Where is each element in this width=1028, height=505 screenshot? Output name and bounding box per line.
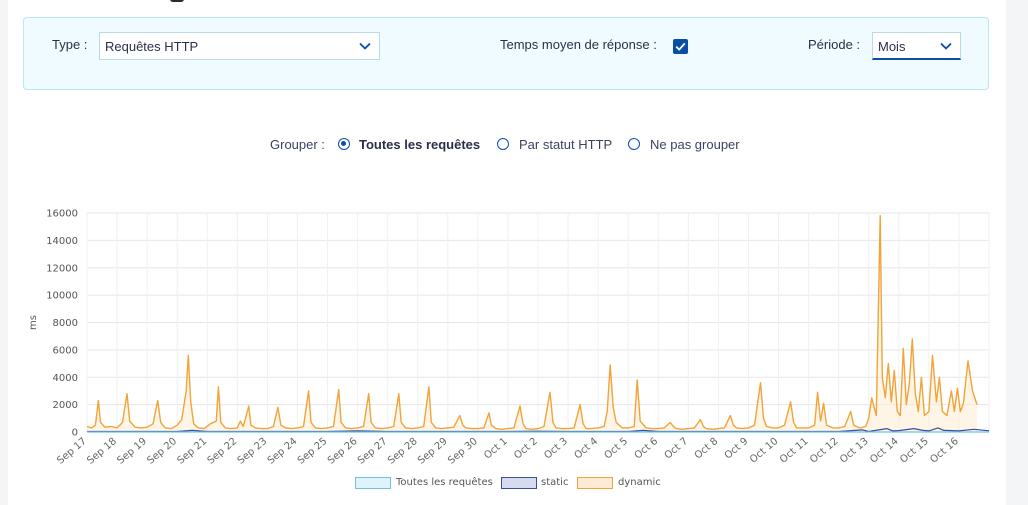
x-tick-label: Oct 10 [748,436,781,465]
chevron-down-icon [940,42,952,50]
x-tick-label: Sep 26 [326,436,360,465]
x-tick-label: Oct 4 [572,436,600,462]
period-label: Période : [808,37,861,52]
x-tick-label: Sep 30 [446,436,480,465]
check-icon [675,42,686,51]
y-tick-label: 0 [72,428,78,439]
chevron-down-icon [359,42,371,50]
x-tick-label: Oct 3 [542,436,570,462]
series-dynamic-line [86,215,978,430]
x-tick-label: Oct 5 [602,436,630,462]
radio-by-http-status[interactable] [497,138,509,150]
x-tick-label: Oct 15 [898,436,931,465]
response-time-chart: 0 2000 4000 6000 8000 10000 12000 14000 16000 Sep… [28,209,990,465]
y-tick-label: 16000 [46,209,78,220]
legend-label-static[interactable]: static [541,477,569,488]
type-select-value: Requêtes HTTP [105,39,199,54]
x-tick-label: Oct 7 [663,436,691,462]
avg-response-label: Temps moyen de réponse : [500,37,657,52]
group-label: Grouper : [270,137,325,152]
y-tick-label: 12000 [46,263,78,274]
legend-label-all[interactable]: Toutes les requêtes [396,477,493,488]
heading-remnant [170,0,184,2]
x-tick-label: Sep 24 [266,436,300,465]
radio-no-grouping[interactable] [628,138,640,150]
y-tick-label: 6000 [53,345,78,356]
x-tick-label: Oct 14 [868,436,901,465]
x-tick-label: Oct 9 [723,436,751,462]
type-label: Type : [52,37,88,52]
legend-swatch-static[interactable] [501,477,537,489]
x-tick-label: Sep 27 [356,436,390,465]
x-tick-label: Oct 12 [808,436,841,465]
group-by-row: Grouper : Toutes les requêtes Par statut… [0,136,1028,156]
period-select-value: Mois [878,39,906,54]
radio-all-requests[interactable] [338,138,350,150]
filter-panel: Type : Requêtes HTTP Temps moyen de répo… [23,17,989,90]
x-tick-label: Oct 13 [838,436,871,465]
x-tick-label: Oct 16 [928,436,961,465]
x-tick-label: Oct 11 [778,436,811,465]
legend-swatch-all[interactable] [355,477,391,489]
x-tick-label: Sep 25 [296,436,330,465]
x-tick-label: Sep 29 [416,436,450,465]
period-select[interactable]: Mois [872,32,961,60]
y-axis-label: ms [28,315,39,330]
x-tick-label: Sep 28 [386,436,420,465]
y-tick-label: 10000 [46,291,78,302]
x-tick-label: Oct 8 [693,436,721,462]
radio-by-http-status-label[interactable]: Par statut HTTP [519,137,613,152]
radio-all-requests-label[interactable]: Toutes les requêtes [359,137,481,152]
x-tick-label: Sep 19 [115,436,149,465]
x-tick-label: Sep 17 [55,436,89,465]
x-tick-label: Oct 6 [633,436,661,462]
x-tick-label: Oct 1 [482,436,510,462]
x-tick-label: Sep 20 [145,436,179,465]
series-dynamic-area [87,215,977,432]
x-tick-label: Sep 22 [206,436,240,465]
y-tick-label: 4000 [53,373,78,384]
x-tick-label: Sep 18 [85,436,119,465]
y-tick-label: 14000 [46,236,78,247]
x-tick-label: Oct 2 [512,436,540,462]
legend-swatch-dynamic[interactable] [577,477,613,489]
legend-label-dynamic[interactable]: dynamic [618,477,661,488]
x-tick-label: Sep 23 [236,436,270,465]
radio-no-grouping-label[interactable]: Ne pas grouper [650,137,740,152]
y-tick-label: 2000 [53,400,78,411]
avg-response-checkbox[interactable] [673,39,688,54]
y-tick-label: 8000 [53,318,78,329]
x-tick-label: Sep 21 [175,436,209,465]
type-select[interactable]: Requêtes HTTP [99,32,380,60]
